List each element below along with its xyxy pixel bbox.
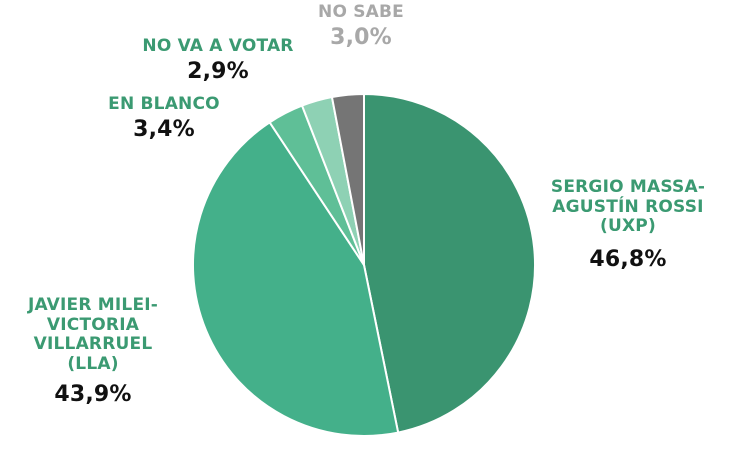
label-milei-line1: JAVIER MILEI- [27,295,159,315]
label-votar-line1: NO VA A VOTAR [142,36,294,56]
value-votar: 2,9% [187,58,249,84]
label-massa: SERGIO MASSA- AGUSTÍN ROSSI (UxP) 46,8% [528,177,728,272]
slice-nosabe [330,93,365,266]
label-massa-line2: AGUSTÍN ROSSI [552,196,704,217]
label-votar: NO VA A VOTAR 2,9% [128,36,308,84]
value-milei: 43,9% [54,382,132,408]
value-nosabe: 3,0% [330,24,392,50]
label-milei-line4: (LLA) [67,353,119,374]
label-milei-line2: VICTORIA [46,314,140,335]
slice-milei [192,121,400,437]
value-massa: 46,8% [589,246,667,272]
label-massa-line1: SERGIO MASSA- [550,177,706,197]
value-blanco: 3,4% [133,116,195,142]
label-blanco: EN BLANCO 3,4% [94,94,234,142]
label-milei-line3: VILLARRUEL [33,334,153,355]
label-nosabe: NO SABE 3,0% [306,2,416,50]
label-milei: JAVIER MILEI- VICTORIA VILLARRUEL (LLA) … [18,295,168,408]
label-nosabe-line1: NO SABE [318,2,404,22]
slice-massa [363,93,537,434]
label-blanco-line1: EN BLANCO [108,94,220,114]
label-massa-line3: (UxP) [600,216,656,237]
